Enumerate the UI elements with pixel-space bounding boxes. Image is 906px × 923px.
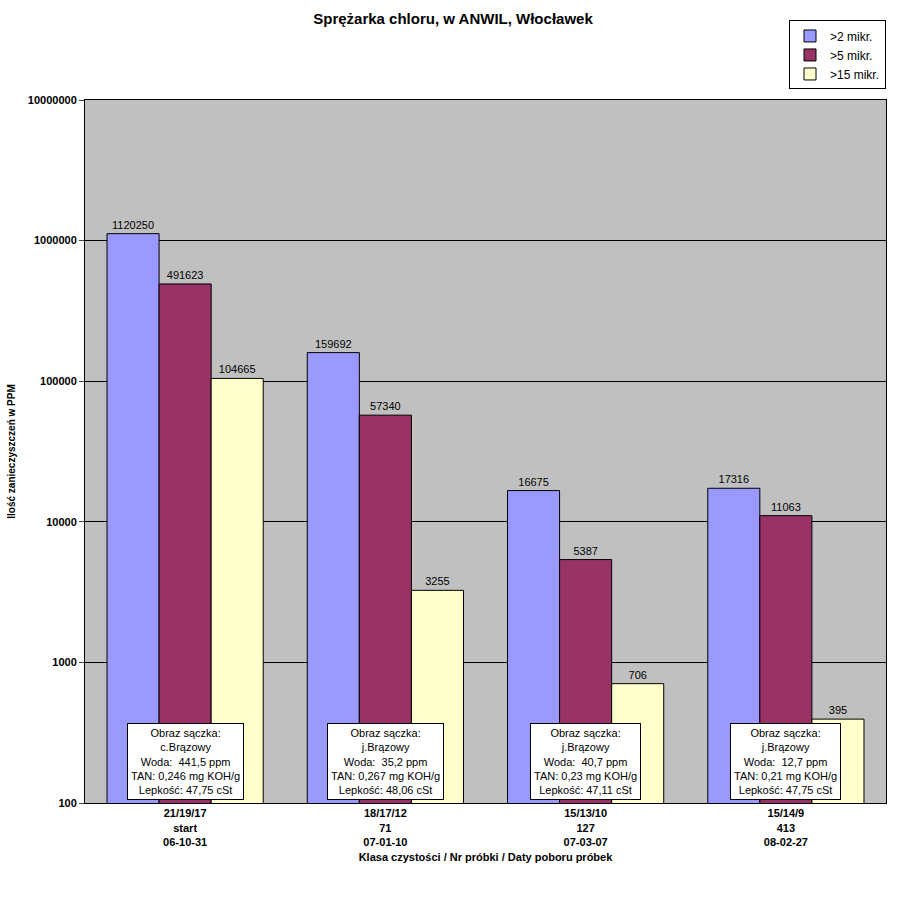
svg-text:18/17/127107-01-10: 18/17/127107-01-10 (363, 807, 407, 848)
svg-text:>15 mikr.: >15 mikr. (830, 68, 879, 82)
svg-text:Ilość zanieczyszczeń w PPM: Ilość zanieczyszczeń w PPM (6, 384, 17, 519)
svg-text:Obraz sączka:c.BrązowyWoda: 4: Obraz sączka:c.BrązowyWoda: 441,5 ppmTAN… (131, 727, 240, 796)
svg-text:1000: 1000 (52, 656, 76, 668)
svg-text:491623: 491623 (167, 269, 204, 281)
svg-text:3255: 3255 (425, 575, 449, 587)
svg-text:395: 395 (829, 704, 847, 716)
svg-text:Obraz sączka:j.BrązowyWoda: 4: Obraz sączka:j.BrązowyWoda: 40,7 ppmTAN:… (534, 727, 637, 796)
svg-text:5387: 5387 (573, 545, 597, 557)
svg-text:11063: 11063 (771, 501, 801, 513)
svg-text:16675: 16675 (518, 476, 549, 488)
svg-text:706: 706 (629, 669, 647, 681)
svg-text:104665: 104665 (219, 363, 256, 375)
svg-text:17316: 17316 (719, 473, 750, 485)
svg-text:159692: 159692 (315, 338, 352, 350)
svg-text:57340: 57340 (370, 400, 401, 412)
svg-text:21/19/17start06-10-31: 21/19/17start06-10-31 (163, 807, 207, 848)
svg-text:100000: 100000 (40, 375, 77, 387)
svg-text:Obraz sączka:j.BrązowyWoda: 1: Obraz sączka:j.BrązowyWoda: 12,7 ppmTAN:… (734, 727, 837, 796)
svg-text:>2 mikr.: >2 mikr. (830, 30, 872, 44)
svg-text:100: 100 (58, 797, 76, 809)
svg-text:Sprężarka chloru, w ANWIL, Wło: Sprężarka chloru, w ANWIL, Włocławek (313, 10, 593, 27)
svg-text:15/14/941308-02-27: 15/14/941308-02-27 (764, 807, 808, 848)
svg-text:>5 mikr.: >5 mikr. (830, 49, 872, 63)
svg-text:15/13/1012707-03-07: 15/13/1012707-03-07 (564, 807, 608, 848)
svg-text:Klasa czystości / Nr próbki /: Klasa czystości / Nr próbki / Daty pobor… (359, 851, 614, 863)
svg-text:10000000: 10000000 (28, 94, 77, 106)
svg-text:10000: 10000 (46, 516, 77, 528)
svg-text:Obraz sączka:j.BrązowyWoda: 3: Obraz sączka:j.BrązowyWoda: 35,2 ppmTAN:… (331, 727, 440, 796)
svg-text:1000000: 1000000 (34, 234, 77, 246)
svg-text:1120250: 1120250 (112, 219, 154, 231)
